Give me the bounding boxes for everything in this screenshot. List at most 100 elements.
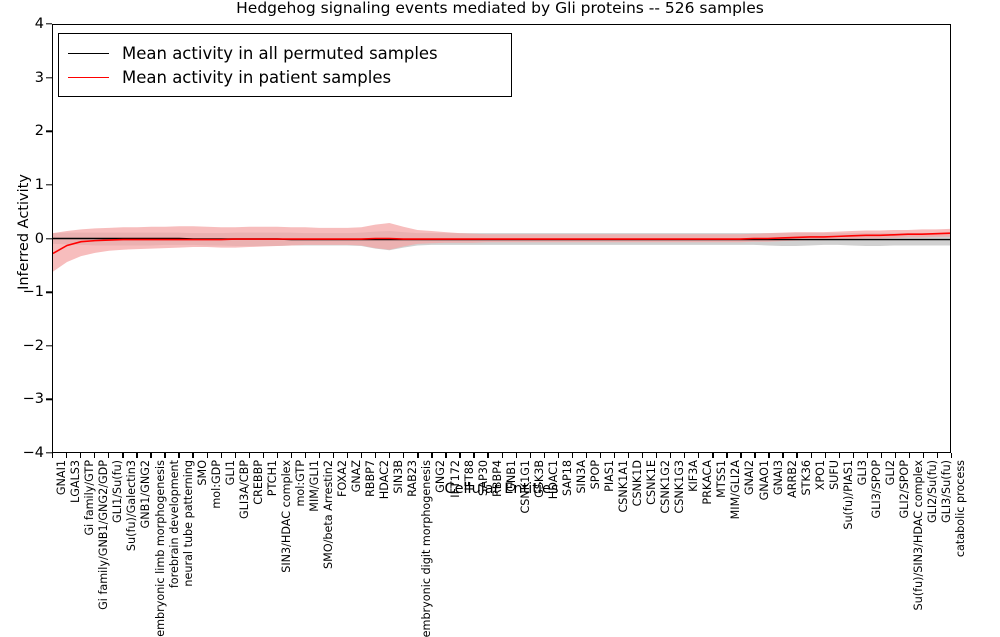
y-tick-mark bbox=[46, 291, 52, 293]
patient-mean-line bbox=[53, 232, 950, 255]
y-tick-label: 0 bbox=[34, 230, 44, 247]
legend-line-swatch-patient bbox=[68, 76, 109, 78]
x-tick-label: Su(fu)/Galectin3 bbox=[125, 460, 139, 552]
legend-line-swatch-permuted bbox=[68, 52, 109, 54]
x-tick-mark bbox=[290, 453, 293, 458]
x-tick-mark bbox=[501, 453, 503, 458]
x-tick-mark bbox=[346, 453, 349, 458]
x-tick-mark bbox=[627, 453, 630, 458]
x-tick-mark bbox=[754, 453, 756, 458]
x-tick-mark bbox=[936, 453, 939, 458]
y-tick-mark bbox=[46, 23, 52, 25]
x-tick-mark bbox=[866, 453, 869, 458]
y-tick-label: 2 bbox=[34, 123, 44, 140]
y-tick-label: 3 bbox=[34, 69, 44, 86]
y-axis-title: Inferred Activity bbox=[16, 174, 32, 290]
x-tick-mark bbox=[375, 453, 377, 458]
x-tick-mark bbox=[852, 453, 854, 458]
x-tick-mark bbox=[670, 453, 672, 458]
x-tick-mark bbox=[220, 453, 222, 458]
x-tick-mark bbox=[389, 453, 391, 458]
x-tick-mark bbox=[66, 453, 68, 458]
x-tick-mark bbox=[726, 453, 728, 458]
x-tick-mark bbox=[164, 453, 166, 458]
x-tick-mark bbox=[262, 453, 264, 458]
x-tick-mark bbox=[276, 453, 279, 458]
legend: Mean activity in all permuted samples Me… bbox=[58, 33, 512, 97]
x-tick-mark bbox=[698, 453, 700, 458]
x-tick-mark bbox=[361, 453, 363, 458]
x-tick-mark bbox=[178, 453, 180, 458]
y-tick-mark bbox=[46, 184, 52, 186]
x-tick-mark bbox=[234, 453, 236, 458]
y-tick-mark bbox=[46, 237, 52, 240]
x-tick-mark bbox=[951, 453, 953, 458]
x-tick-mark bbox=[318, 453, 321, 458]
x-tick-mark bbox=[613, 453, 616, 458]
y-tick-mark bbox=[46, 398, 52, 401]
x-axis: GNAI1 LGALS3 Gi family/GTP Gi family/GNB1/G… bbox=[52, 453, 967, 637]
y-tick-label: −2 bbox=[22, 337, 44, 354]
x-tick-mark bbox=[94, 453, 96, 458]
x-tick-label: neural tube patterning bbox=[181, 460, 195, 587]
x-tick-mark bbox=[136, 453, 138, 458]
x-tick-mark bbox=[894, 453, 897, 458]
x-tick-mark bbox=[656, 453, 658, 458]
x-tick-label: forebrain development bbox=[167, 460, 181, 589]
x-tick-mark bbox=[641, 453, 644, 458]
y-tick-label: −1 bbox=[22, 284, 44, 301]
x-tick-mark bbox=[796, 453, 798, 458]
plot-canvas bbox=[53, 223, 950, 272]
x-tick-label: SMO/beta Arrestin2 bbox=[322, 460, 336, 569]
patient-confidence-band bbox=[53, 223, 950, 272]
x-tick-mark bbox=[768, 453, 770, 458]
x-tick-label: Gi family/GTP bbox=[83, 460, 97, 536]
x-tick-mark bbox=[529, 453, 531, 458]
x-tick-mark bbox=[108, 453, 110, 458]
y-tick-mark bbox=[46, 76, 52, 79]
y-tick-mark bbox=[46, 452, 52, 454]
x-tick-mark bbox=[908, 453, 911, 458]
x-tick-mark bbox=[487, 453, 489, 458]
y-tick-label: 1 bbox=[34, 176, 44, 193]
x-tick-mark bbox=[459, 453, 461, 458]
x-tick-mark bbox=[431, 453, 433, 458]
legend-item: Mean activity in patient samples bbox=[68, 65, 500, 89]
chart-page: Hedgehog signaling events mediated by Gl… bbox=[0, 0, 967, 637]
x-tick-mark bbox=[248, 453, 250, 458]
y-tick-label: 4 bbox=[34, 16, 44, 32]
x-tick-mark bbox=[838, 453, 840, 458]
x-tick-mark bbox=[192, 453, 194, 458]
chart-title: Hedgehog signaling events mediated by Gl… bbox=[236, 0, 764, 17]
x-tick-mark bbox=[515, 453, 517, 458]
x-tick-mark bbox=[206, 453, 208, 458]
y-tick-mark bbox=[46, 345, 52, 347]
y-tick-mark bbox=[46, 130, 52, 132]
x-tick-label: SIN3/HDAC complex bbox=[279, 460, 293, 573]
y-tick-label: −4 bbox=[22, 445, 44, 461]
x-tick-mark bbox=[880, 453, 883, 458]
x-tick-mark bbox=[52, 453, 54, 458]
x-tick-mark bbox=[684, 453, 686, 458]
x-tick-mark bbox=[599, 453, 602, 458]
y-tick-label: −3 bbox=[22, 391, 44, 408]
x-tick-mark bbox=[922, 453, 925, 458]
x-tick-mark bbox=[473, 453, 475, 458]
x-tick-mark bbox=[810, 453, 812, 458]
x-tick-mark bbox=[150, 453, 152, 458]
legend-item: Mean activity in all permuted samples bbox=[68, 41, 500, 65]
legend-label-permuted: Mean activity in all permuted samples bbox=[122, 43, 438, 63]
x-tick-mark bbox=[571, 453, 574, 458]
x-tick-mark bbox=[557, 453, 559, 458]
x-tick-mark bbox=[80, 453, 82, 458]
x-tick-mark bbox=[403, 453, 405, 458]
x-tick-mark bbox=[332, 453, 335, 458]
x-tick-mark bbox=[304, 453, 307, 458]
x-tick-mark bbox=[782, 453, 784, 458]
x-tick-mark bbox=[824, 453, 826, 458]
x-tick-mark bbox=[417, 453, 419, 458]
x-tick-label: catabolic process bbox=[954, 460, 968, 558]
y-axis: Inferred Activity −4 −3 −2 −1 0 1 2 3 4 bbox=[0, 16, 52, 461]
x-tick-mark bbox=[712, 453, 714, 458]
x-tick-mark bbox=[543, 453, 545, 458]
